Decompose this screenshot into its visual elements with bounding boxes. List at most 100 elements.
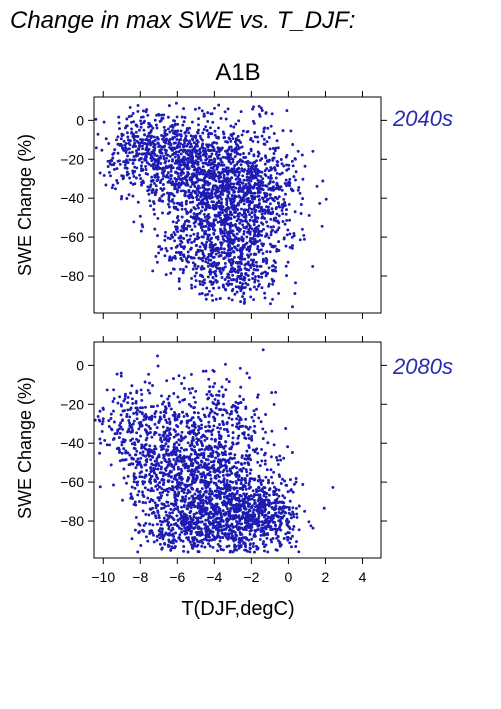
data-point: [131, 111, 135, 115]
data-point: [294, 170, 298, 174]
data-point: [149, 405, 153, 409]
data-point: [222, 524, 226, 528]
data-point: [138, 475, 142, 479]
data-point: [221, 528, 225, 532]
data-point: [301, 197, 305, 201]
data-point: [157, 513, 161, 517]
data-point: [206, 163, 210, 167]
data-point: [208, 245, 212, 249]
data-point: [212, 460, 216, 464]
data-point: [238, 189, 242, 193]
data-point: [202, 413, 206, 417]
data-point: [193, 400, 197, 404]
data-point: [187, 387, 191, 391]
data-point: [158, 144, 162, 148]
data-point: [161, 474, 165, 478]
data-point: [133, 500, 137, 504]
data-point: [204, 297, 208, 301]
data-point: [274, 176, 278, 180]
data-point: [135, 149, 138, 153]
data-point: [110, 163, 114, 167]
data-point: [177, 218, 180, 222]
data-point: [183, 194, 187, 198]
data-point: [212, 219, 216, 223]
data-point: [202, 455, 206, 459]
data-point: [235, 491, 239, 495]
data-point: [242, 178, 246, 182]
data-point: [207, 481, 211, 485]
y-axis-2040s: 0−20−40−60−80: [60, 112, 94, 284]
data-point: [162, 444, 166, 448]
data-point: [242, 433, 246, 436]
data-point: [155, 113, 159, 117]
data-point: [124, 451, 128, 455]
data-point: [307, 520, 311, 524]
data-point: [162, 174, 166, 178]
data-point: [283, 222, 287, 226]
data-point: [259, 174, 263, 178]
data-point: [128, 463, 132, 467]
data-point: [207, 228, 211, 232]
data-point: [123, 438, 127, 442]
data-point: [230, 523, 234, 527]
data-point: [109, 174, 112, 178]
data-point: [214, 297, 218, 301]
data-point: [265, 220, 269, 224]
data-point: [222, 132, 226, 136]
data-point: [209, 448, 213, 451]
data-point: [201, 252, 205, 256]
data-point: [254, 229, 258, 233]
data-point: [221, 393, 225, 397]
data-point: [225, 521, 229, 524]
data-point: [242, 291, 246, 295]
data-point: [184, 134, 188, 138]
data-point: [162, 113, 166, 117]
data-point: [160, 448, 163, 452]
data-point: [186, 239, 190, 242]
data-point: [172, 443, 176, 446]
data-point: [230, 491, 234, 495]
data-point: [245, 474, 249, 477]
data-point: [119, 371, 123, 375]
data-point: [220, 207, 224, 211]
data-point: [192, 239, 196, 243]
data-point: [139, 167, 143, 171]
data-point: [240, 181, 244, 185]
data-point: [239, 163, 243, 167]
data-point: [276, 146, 280, 150]
data-point: [145, 108, 149, 112]
data-point: [191, 386, 194, 390]
data-point: [294, 178, 297, 182]
data-point: [173, 490, 177, 494]
data-point: [268, 187, 272, 190]
data-point: [256, 183, 260, 187]
data-point: [190, 228, 194, 232]
data-point: [298, 238, 302, 242]
data-point: [247, 152, 251, 155]
data-point: [265, 140, 269, 144]
data-point: [193, 406, 196, 409]
data-point: [253, 174, 257, 177]
data-point: [242, 211, 246, 215]
data-point: [251, 277, 255, 280]
data-point: [245, 197, 249, 201]
data-point: [246, 274, 250, 278]
data-point: [202, 471, 205, 475]
data-point: [170, 233, 174, 237]
data-point: [158, 433, 161, 437]
data-point: [181, 143, 185, 147]
data-point: [206, 173, 210, 177]
data-point: [238, 146, 241, 150]
data-point: [293, 157, 297, 161]
data-point: [174, 141, 177, 145]
data-point: [219, 229, 223, 233]
data-point: [219, 227, 222, 231]
data-point: [173, 493, 177, 497]
data-point: [250, 207, 254, 211]
data-point: [212, 369, 216, 373]
data-point: [168, 514, 172, 518]
data-point: [240, 249, 244, 253]
data-point: [122, 160, 126, 164]
data-point: [257, 282, 261, 286]
data-point: [212, 255, 216, 259]
